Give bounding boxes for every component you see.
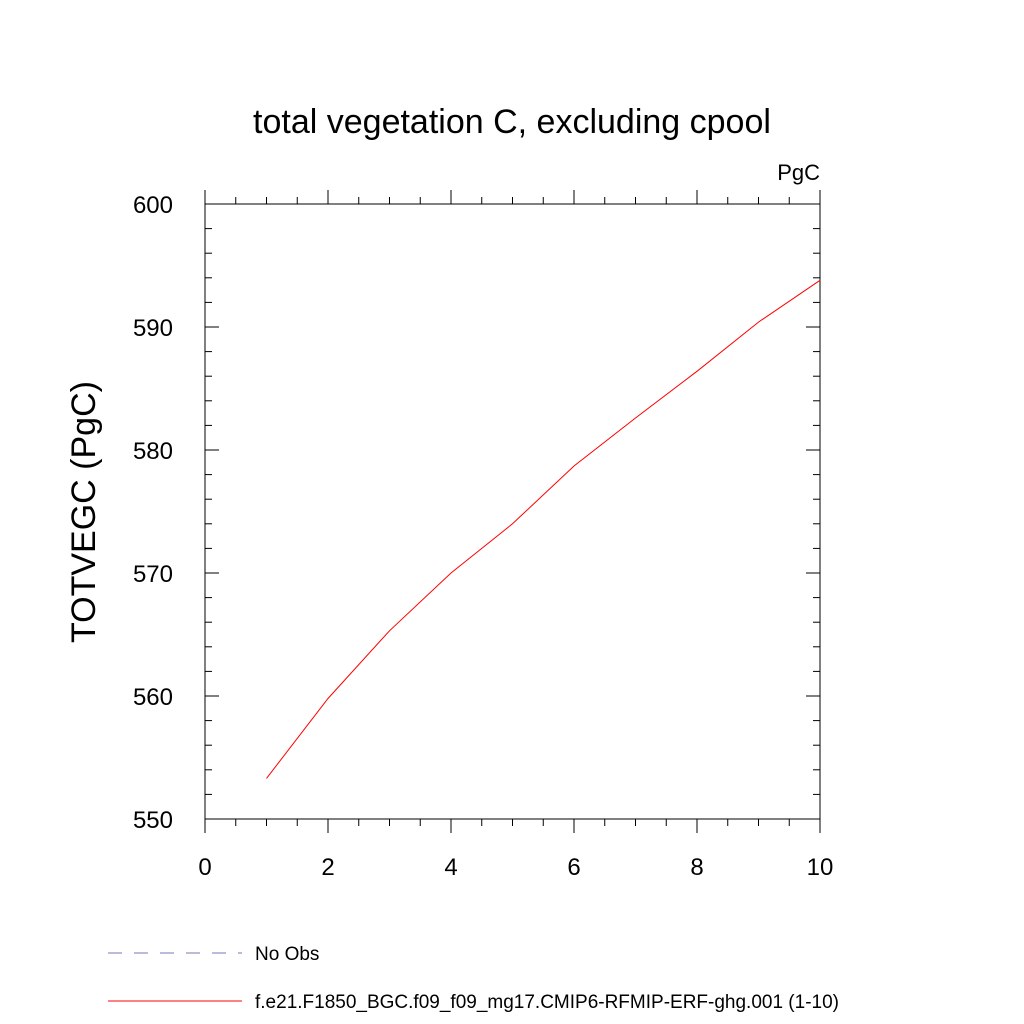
x-tick-label: 6 (567, 854, 580, 881)
axis-ticks (204, 190, 821, 833)
x-tick-label: 10 (807, 854, 834, 881)
series-line (266, 279, 821, 779)
x-tick-label: 2 (321, 854, 334, 881)
legend: No Obs f.e21.F1850_BGC.f09_f09_mg17.CMIP6… (108, 944, 839, 1013)
y-axis-label: TOTVEGC (PgC) (65, 381, 103, 643)
y-tick-label: 560 (133, 684, 173, 711)
y-tick-label: 590 (133, 315, 173, 342)
series-lines (266, 279, 821, 779)
legend-label: No Obs (255, 944, 319, 965)
x-tick-label: 8 (690, 854, 703, 881)
plot-axes (204, 203, 821, 820)
x-tick-label: 4 (444, 854, 457, 881)
units-label: PgC (777, 160, 820, 185)
chart-title: total vegetation C, excluding cpool (253, 103, 771, 141)
y-tick-label: 600 (133, 192, 173, 219)
y-tick-label: 550 (133, 807, 173, 834)
y-tick-label: 580 (133, 438, 173, 465)
x-tick-label: 0 (198, 854, 211, 881)
plot-frame (204, 203, 821, 820)
y-tick-label: 570 (133, 561, 173, 588)
legend-label: f.e21.F1850_BGC.f09_f09_mg17.CMIP6-RFMIP… (255, 992, 839, 1013)
tick-labels: 0 2 4 6 8 10 550 560 570 580 590 600 (133, 192, 833, 881)
